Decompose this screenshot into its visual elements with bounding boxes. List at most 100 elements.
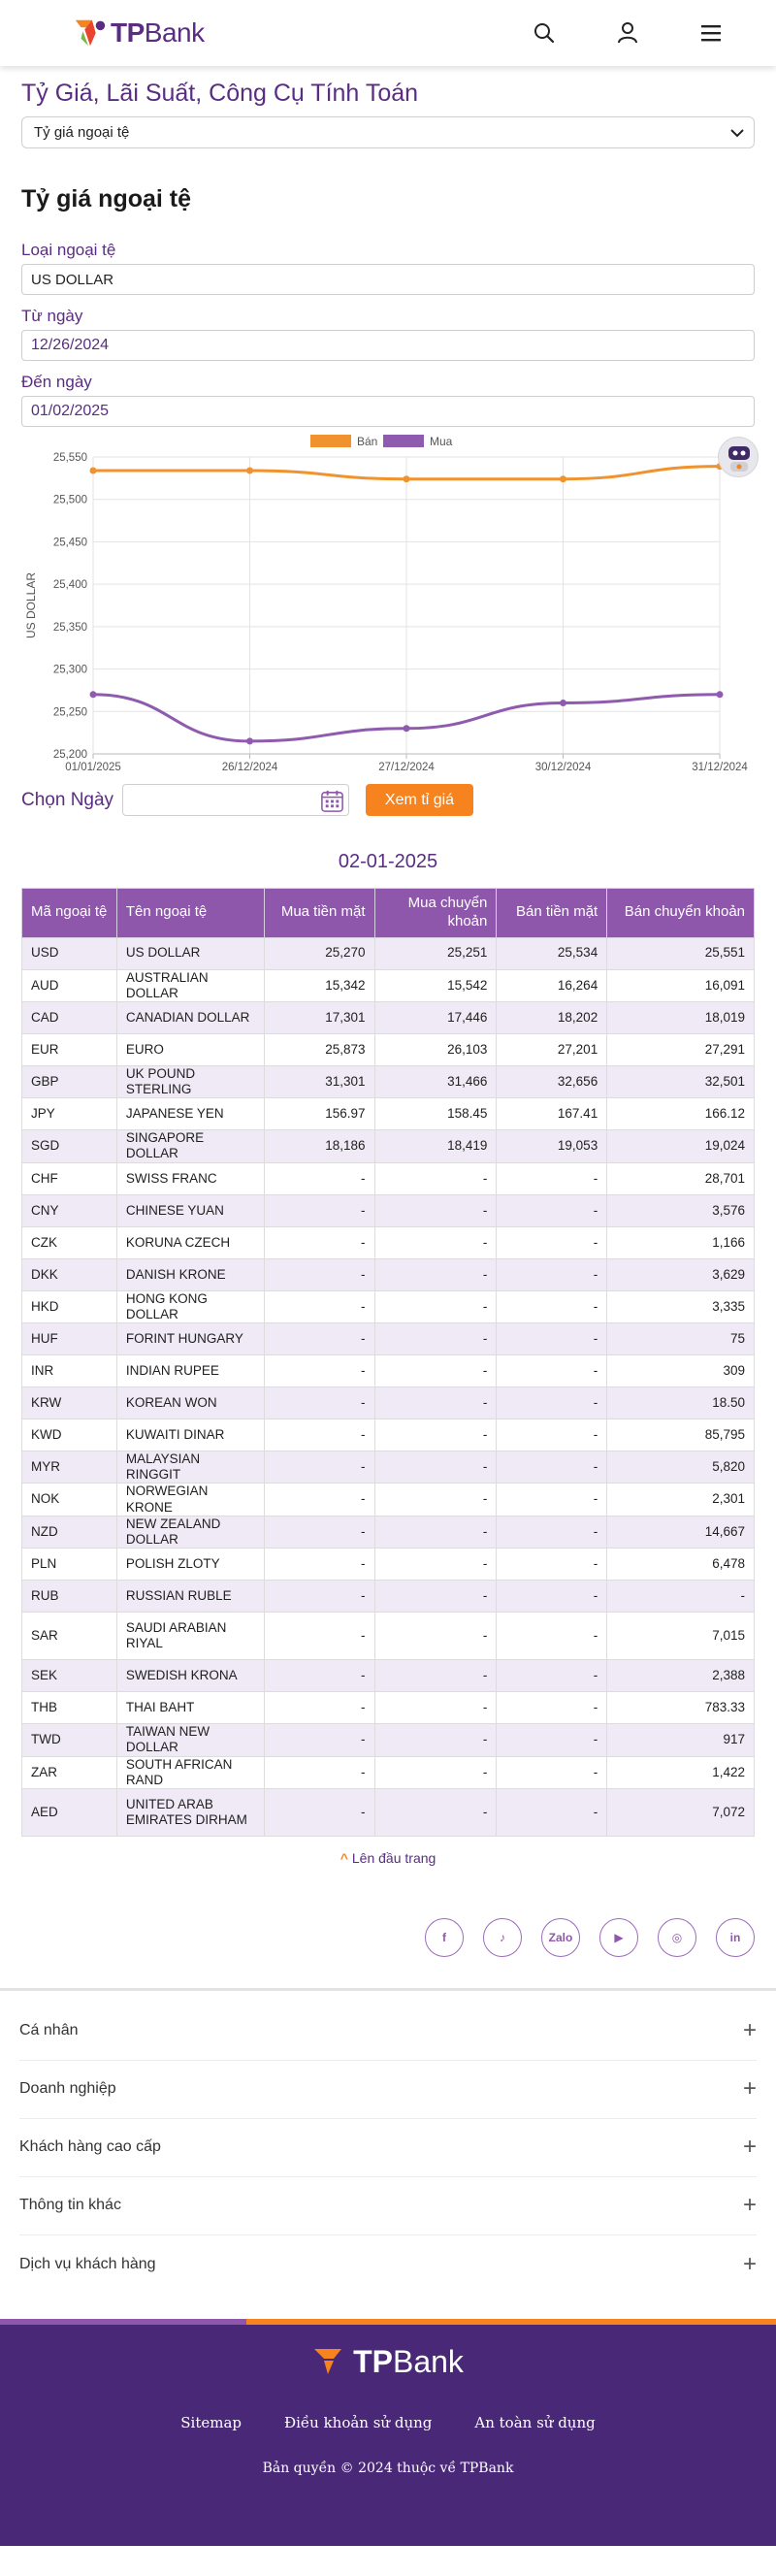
cell-name: US DOLLAR bbox=[115, 936, 265, 970]
footer-accordion-label: Doanh nghiệp bbox=[19, 2080, 116, 2098]
table-row: CHF SWISS FRANC - - -28,701 bbox=[21, 1161, 755, 1195]
cell-sell-transfer: 18,019 bbox=[606, 1000, 755, 1034]
cell-code: HKD bbox=[21, 1289, 117, 1324]
zalo-icon[interactable]: Zalo bbox=[541, 1917, 580, 1957]
cell-name: POLISH ZLOTY bbox=[115, 1548, 265, 1581]
header-sell-cash: Bán tiền mặt bbox=[496, 888, 608, 938]
cell-buy-cash: - bbox=[263, 1386, 375, 1419]
footer-link-terms[interactable]: Điều khoản sử dụng bbox=[284, 2414, 433, 2432]
cell-name: UNITED ARAB EMIRATES DIRHAM bbox=[115, 1787, 265, 1837]
from-date-field[interactable]: 12/26/2024 bbox=[21, 330, 755, 361]
cell-name: KORUNA CZECH bbox=[115, 1225, 265, 1259]
cell-name: CANADIAN DOLLAR bbox=[115, 1000, 265, 1034]
cell-buy-cash: - bbox=[263, 1225, 375, 1259]
cell-code: SGD bbox=[21, 1129, 117, 1163]
cell-sell-cash: - bbox=[496, 1691, 608, 1725]
footer-accordion-item[interactable]: Dịch vụ khách hàng + bbox=[19, 2235, 757, 2294]
cell-sell-transfer: 32,501 bbox=[606, 1064, 755, 1099]
footer-accent-bar bbox=[0, 2318, 776, 2325]
cell-sell-transfer: 75 bbox=[606, 1322, 755, 1355]
instagram-icon[interactable]: ◎ bbox=[658, 1917, 696, 1957]
table-row: KRW KOREAN WON - - -18.50 bbox=[21, 1386, 755, 1419]
table-row: AED UNITED ARAB EMIRATES DIRHAM - - -7,072 bbox=[21, 1787, 755, 1837]
footer-accordion-label: Dịch vụ khách hàng bbox=[19, 2255, 156, 2272]
cell-name: MALAYSIAN RINGGIT bbox=[115, 1450, 265, 1484]
linkedin-icon[interactable]: in bbox=[716, 1917, 755, 1957]
cell-buy-transfer: - bbox=[373, 1257, 498, 1291]
currency-field[interactable]: US DOLLAR bbox=[21, 264, 755, 295]
cell-code: ZAR bbox=[21, 1755, 117, 1789]
footer-accordion-label: Khách hàng cao cấp bbox=[19, 2138, 161, 2156]
cell-buy-transfer: - bbox=[373, 1386, 498, 1419]
search-icon[interactable] bbox=[530, 21, 559, 45]
cell-sell-transfer: 7,015 bbox=[606, 1612, 755, 1661]
cell-code: CNY bbox=[21, 1193, 117, 1227]
footer-link-safety[interactable]: An toàn sử dụng bbox=[474, 2414, 596, 2432]
cell-sell-transfer: 783.33 bbox=[606, 1691, 755, 1725]
cell-sell-cash: 27,201 bbox=[496, 1032, 608, 1066]
tiktok-icon[interactable]: ♪ bbox=[483, 1917, 522, 1957]
footer-divider bbox=[0, 1987, 776, 1991]
tool-type-select[interactable]: Tỷ giá ngoại tệ bbox=[21, 116, 755, 148]
cell-sell-cash: - bbox=[496, 1483, 608, 1516]
cell-sell-cash: - bbox=[496, 1386, 608, 1419]
cell-code: NZD bbox=[21, 1515, 117, 1549]
table-row: AUD AUSTRALIAN DOLLAR 15,342 15,542 16,264 16… bbox=[21, 968, 755, 1002]
plus-icon: + bbox=[742, 2134, 757, 2161]
cell-code: JPY bbox=[21, 1097, 117, 1131]
cell-code: HUF bbox=[21, 1322, 117, 1355]
cell-buy-cash: - bbox=[263, 1322, 375, 1355]
cell-sell-transfer: 1,422 bbox=[606, 1755, 755, 1789]
cell-sell-transfer: 14,667 bbox=[606, 1515, 755, 1549]
cell-buy-transfer: 158.45 bbox=[373, 1097, 498, 1131]
section-title: Tỷ giá ngoại tệ bbox=[21, 185, 192, 212]
rate-chart-svg: 25,200 25,250 25,300 25,350 25,400 25,450 25,5… bbox=[24, 435, 748, 773]
cell-buy-transfer: - bbox=[373, 1418, 498, 1451]
to-date-field[interactable]: 01/02/2025 bbox=[21, 396, 755, 427]
cell-sell-cash: - bbox=[496, 1580, 608, 1614]
y-axis-label: US DOLLAR bbox=[24, 572, 38, 638]
table-row: SAR SAUDI ARABIAN RIYAL - - -7,015 bbox=[21, 1612, 755, 1661]
footer-accordion-item[interactable]: Doanh nghiệp + bbox=[19, 2061, 757, 2119]
back-to-top-link[interactable]: ^ Lên đầu trang bbox=[21, 1850, 755, 1866]
cell-sell-cash: - bbox=[496, 1322, 608, 1355]
footer-logo[interactable]: TPBank bbox=[312, 2344, 464, 2380]
cell-sell-cash: - bbox=[496, 1515, 608, 1549]
footer-accordion-item[interactable]: Khách hàng cao cấp + bbox=[19, 2119, 757, 2177]
choose-date-input[interactable] bbox=[122, 784, 349, 816]
table-row: SEK SWEDISH KRONA - - -2,388 bbox=[21, 1659, 755, 1693]
facebook-icon[interactable]: f bbox=[425, 1917, 464, 1957]
cell-buy-transfer: 26,103 bbox=[373, 1032, 498, 1066]
youtube-icon[interactable]: ▶ bbox=[599, 1917, 638, 1957]
cell-buy-cash: 31,301 bbox=[263, 1064, 375, 1099]
calendar-icon[interactable] bbox=[319, 788, 345, 814]
cell-sell-cash: 19,053 bbox=[496, 1129, 608, 1163]
chatbot-icon[interactable] bbox=[718, 437, 759, 477]
table-row: TWD TAIWAN NEW DOLLAR - - -917 bbox=[21, 1723, 755, 1757]
tpbank-logo[interactable]: TPBank bbox=[72, 15, 205, 51]
site-footer: TPBank Sitemap Điều khoản sử dụng An toà… bbox=[0, 2324, 776, 2546]
table-row: CNY CHINESE YUAN - - -3,576 bbox=[21, 1193, 755, 1227]
footer-accordion-item[interactable]: Cá nhân + bbox=[19, 2003, 757, 2061]
table-row: USD US DOLLAR 25,270 25,251 25,534 25,551 bbox=[21, 936, 755, 970]
user-icon[interactable] bbox=[613, 21, 642, 45]
footer-link-sitemap[interactable]: Sitemap bbox=[180, 2414, 242, 2432]
cell-buy-transfer: - bbox=[373, 1723, 498, 1757]
cell-buy-transfer: - bbox=[373, 1289, 498, 1324]
cell-code: RUB bbox=[21, 1580, 117, 1614]
menu-icon[interactable] bbox=[696, 21, 726, 45]
y-tick-label: 25,300 bbox=[53, 665, 87, 676]
cell-buy-cash: - bbox=[263, 1548, 375, 1581]
x-tick-label: 30/12/2024 bbox=[535, 762, 592, 773]
cell-name: FORINT HUNGARY bbox=[115, 1322, 265, 1355]
footer-accordion-item[interactable]: Thông tin khác + bbox=[19, 2177, 757, 2235]
cell-name: THAI BAHT bbox=[115, 1691, 265, 1725]
y-tick-label: 25,350 bbox=[53, 622, 87, 634]
table-row: HUF FORINT HUNGARY - - -75 bbox=[21, 1322, 755, 1355]
cell-buy-transfer: - bbox=[373, 1483, 498, 1516]
cell-code: DKK bbox=[21, 1257, 117, 1291]
legend-label: Bán bbox=[357, 435, 377, 448]
view-rate-button[interactable]: Xem tỉ giá bbox=[366, 784, 473, 816]
cell-code: SAR bbox=[21, 1612, 117, 1661]
table-row: ZAR SOUTH AFRICAN RAND - - -1,422 bbox=[21, 1755, 755, 1789]
